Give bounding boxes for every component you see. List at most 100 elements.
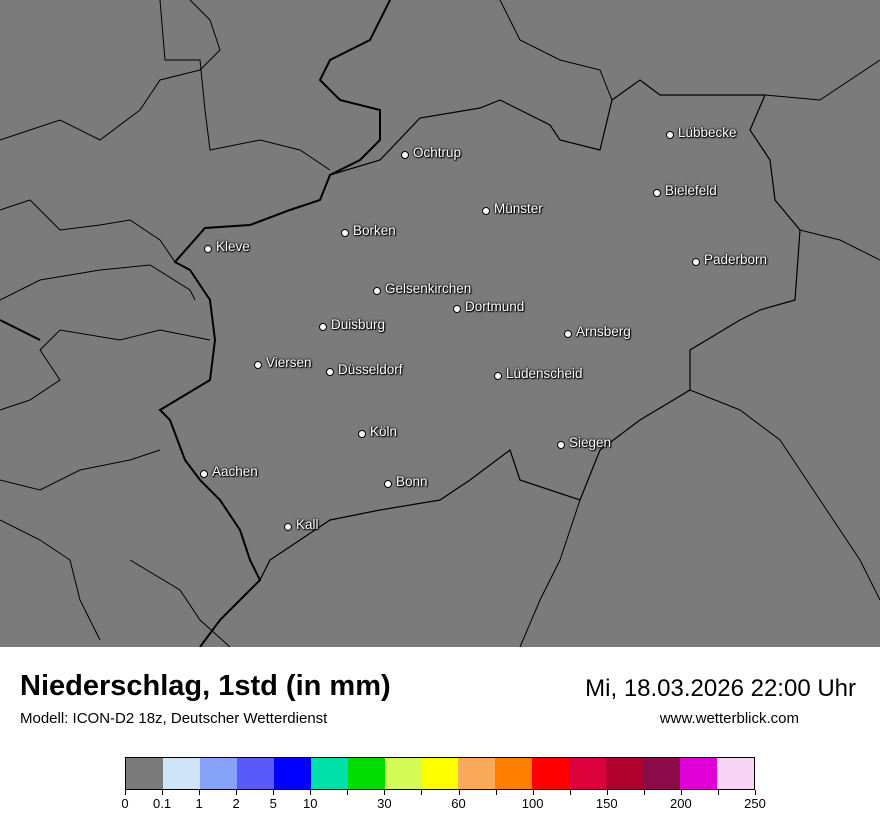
city-marker (666, 131, 674, 139)
neighbor-border (0, 264, 196, 301)
city-marker (482, 207, 490, 215)
color-legend-bar (125, 757, 755, 790)
city-marker (453, 305, 461, 313)
map-area: Lübbecke Ochtrup Bielefeld Münster Borken Kle… (0, 0, 880, 647)
legend-color-bin (532, 758, 570, 789)
legend-tick (643, 790, 645, 795)
legend-color-bin (162, 758, 200, 789)
legend-tick (236, 790, 238, 795)
legend-tick (347, 790, 349, 795)
legend-color-bin (643, 758, 681, 789)
city-label: Kall (296, 517, 319, 532)
legend-tick (421, 790, 423, 795)
city-marker (326, 368, 334, 376)
city-marker (341, 229, 349, 237)
legend-tick (125, 790, 126, 795)
city-label: Gelsenkirchen (385, 281, 472, 296)
legend-tick (606, 790, 608, 795)
city-label: Lüdenscheid (506, 366, 583, 381)
legend-tick (569, 790, 571, 795)
city-label: Duisburg (331, 317, 386, 332)
legend-tick (495, 790, 497, 795)
city-marker (204, 245, 212, 253)
legend-tick (532, 790, 534, 795)
legend-tick (755, 790, 756, 795)
city-label: Arnsberg (576, 324, 631, 339)
legend-color-bin (717, 758, 754, 789)
legend-color-bin (236, 758, 274, 789)
legend-tick-label: 150 (595, 796, 618, 811)
legend-color-bin (606, 758, 644, 789)
legend-color-bin (347, 758, 385, 789)
city-marker (692, 258, 700, 266)
city-label: Borken (353, 223, 396, 238)
legend-tick-label: 2 (232, 796, 240, 811)
legend-tick-label: 1 (195, 796, 203, 811)
neighbor-border (0, 199, 176, 263)
city-label: Paderborn (704, 252, 768, 267)
legend-color-bin (569, 758, 607, 789)
legend-tick-label: 0.1 (153, 796, 172, 811)
neighbor-border (0, 519, 231, 647)
neighbor-border (0, 329, 211, 411)
legend-color-bin (680, 758, 717, 789)
legend-tick-label: 10 (303, 796, 318, 811)
city-marker (494, 372, 502, 380)
legend-tick-label: 100 (521, 796, 544, 811)
legend-tick-label: 60 (451, 796, 466, 811)
legend-color-bin (421, 758, 459, 789)
chart-title: Niederschlag, 1std (in mm) (20, 670, 391, 702)
city-marker (557, 441, 565, 449)
legend-color-bin (384, 758, 422, 789)
legend-color-bin (310, 758, 348, 789)
website-link[interactable]: www.wetterblick.com (659, 710, 799, 727)
city-marker (401, 151, 409, 159)
city-label: Aachen (212, 464, 258, 479)
legend-tick (458, 790, 460, 795)
city-marker (373, 287, 381, 295)
city-label: Bielefeld (665, 183, 717, 198)
neighbor-border (159, 0, 331, 171)
legend-color-bin (458, 758, 496, 789)
city-label: Dortmund (465, 299, 525, 314)
legend-tick (680, 790, 682, 795)
legend-tick-label: 200 (670, 796, 692, 811)
city-label: Viersen (266, 355, 312, 370)
neighbor-border (0, 0, 221, 141)
legend-tick-label: 250 (744, 796, 766, 811)
nrw-border (259, 79, 801, 581)
legend-color-bin (126, 758, 163, 789)
city-marker (653, 189, 661, 197)
city-label: Bonn (396, 474, 428, 489)
city-label: Köln (370, 424, 398, 439)
legend-tick (199, 790, 201, 795)
city-label: Siegen (569, 435, 612, 450)
legend-tick (717, 790, 719, 795)
neighbor-border (764, 59, 880, 261)
city-marker (254, 361, 262, 369)
borders (0, 0, 880, 647)
legend-color-bin (273, 758, 311, 789)
city-label: Münster (494, 201, 543, 216)
legend-tick (310, 790, 312, 795)
city-label: Kleve (216, 239, 250, 254)
legend-tick-label: 0 (121, 796, 129, 811)
city-marker (358, 430, 366, 438)
legend-color-bin (495, 758, 533, 789)
city-label: Düsseldorf (338, 362, 403, 377)
city-marker (384, 480, 392, 488)
neighbor-border (499, 0, 613, 101)
neighbor-border (0, 449, 161, 491)
city-marker (200, 470, 208, 478)
legend-tick (273, 790, 275, 795)
city-marker (284, 523, 292, 531)
legend-tick (384, 790, 386, 795)
city-marker (319, 323, 327, 331)
national-border (158, 0, 391, 647)
neighbor-border (519, 389, 880, 647)
forecast-datetime: Mi, 18.03.2026 22:00 Uhr (585, 675, 856, 702)
legend-tick-label: 5 (269, 796, 277, 811)
city-marker (564, 330, 572, 338)
model-subtitle: Modell: ICON-D2 18z, Deutscher Wetterdie… (20, 710, 328, 727)
